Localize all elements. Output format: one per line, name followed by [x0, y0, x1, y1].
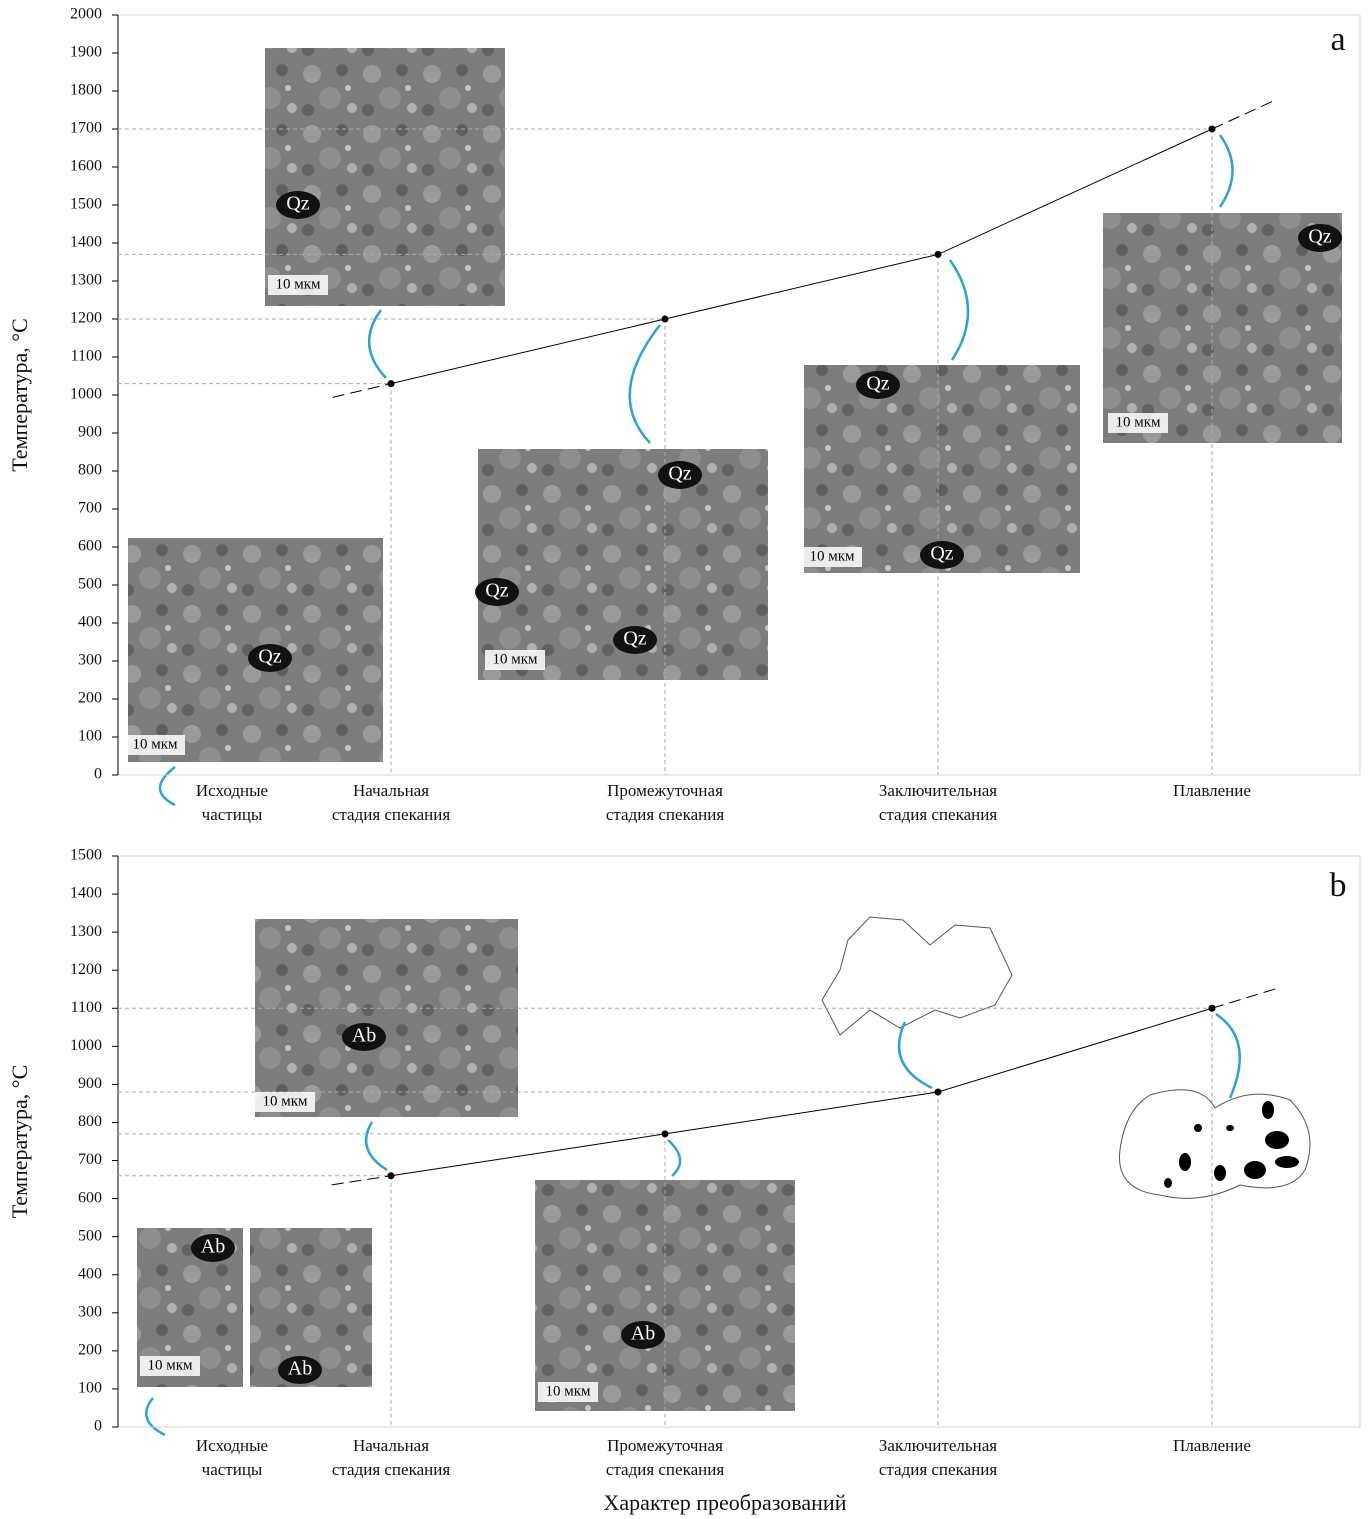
y-tick-label: 200 [78, 690, 102, 707]
y-tick-label: 100 [78, 1380, 102, 1397]
phase-label: Qz [1308, 226, 1331, 248]
point [1209, 126, 1216, 133]
y-tick-label: 100 [78, 728, 102, 745]
x-tick-label: частицы [202, 805, 263, 824]
x-tick-label: Промежуточная [607, 781, 723, 800]
scale-label: 10 мкм [275, 276, 321, 292]
phase-label: Qz [930, 543, 953, 565]
sem-image [265, 48, 505, 306]
trend-extension [1212, 100, 1276, 129]
phase-label: Ab [631, 1323, 655, 1345]
y-tick-label: 1100 [71, 999, 102, 1016]
x-tick-label: Исходные [196, 1436, 268, 1455]
y-tick-label: 1400 [70, 234, 102, 251]
scale-label: 10 мкм [147, 1357, 193, 1373]
y-tick-label: 1200 [70, 961, 102, 978]
y-tick-label: 800 [78, 462, 102, 479]
trend-extension [1212, 988, 1279, 1008]
y-tick-label: 1300 [70, 272, 102, 289]
phase-label: Ab [201, 1236, 225, 1258]
y-tick-label: 1400 [70, 885, 102, 902]
y-tick-label: 500 [78, 1227, 102, 1244]
point [662, 316, 669, 323]
phase-label: Qz [668, 463, 691, 485]
y-tick-label: 1600 [70, 158, 102, 175]
y-tick-label: 1500 [70, 196, 102, 213]
x-axis-label: Характер преобразований [604, 1490, 847, 1515]
x-tick-label: стадия спекания [332, 1460, 450, 1479]
y-tick-label: 1800 [70, 82, 102, 99]
scale-label: 10 мкм [262, 1093, 308, 1109]
phase-label: Ab [352, 1025, 376, 1047]
point [935, 1089, 942, 1096]
grain-sketch [822, 917, 1012, 1035]
phase-label: Qz [286, 193, 309, 215]
y-tick-label: 400 [78, 614, 102, 631]
x-tick-label: Плавление [1173, 1436, 1251, 1455]
x-tick-label: Промежуточная [607, 1436, 723, 1455]
scale-label: 10 мкм [809, 548, 855, 564]
y-tick-label: 0 [94, 1418, 102, 1435]
y-tick-label: 700 [78, 500, 102, 517]
scale-label: 10 мкм [1115, 414, 1161, 430]
y-tick-label: 500 [78, 576, 102, 593]
y-tick-label: 1300 [70, 923, 102, 940]
y-tick-label: 900 [78, 1075, 102, 1092]
scale-label: 10 мкм [132, 736, 178, 752]
y-tick-label: 600 [78, 1189, 102, 1206]
figure: 0100200300400500600700800900100011001200… [0, 0, 1370, 1519]
point [388, 380, 395, 387]
point [662, 1130, 669, 1137]
y-tick-label: 1000 [70, 386, 102, 403]
y-tick-label: 1500 [70, 847, 102, 864]
y-tick-label: 1900 [70, 44, 102, 61]
scale-label: 10 мкм [545, 1383, 591, 1399]
images [128, 48, 1342, 1411]
x-tick-label: Заключительная [879, 781, 997, 800]
phase-label: Qz [623, 628, 646, 650]
y-tick-label: 900 [78, 424, 102, 441]
y-tick-label: 1100 [71, 348, 102, 365]
panel-label: a [1330, 21, 1345, 58]
y-tick-label: 1700 [70, 120, 102, 137]
page: {"chart_data": [ {"type": "line", "panel… [0, 0, 1370, 1519]
x-tick-label: Заключительная [879, 1436, 997, 1455]
phase-label: Qz [258, 646, 281, 668]
x-tick-label: стадия спекания [879, 805, 997, 824]
scale-label: 10 мкм [492, 651, 538, 667]
point [935, 251, 942, 258]
x-tick-label: Начальная [353, 781, 429, 800]
trend-extension [332, 1176, 391, 1185]
y-tick-label: 1000 [70, 1037, 102, 1054]
x-tick-label: Плавление [1173, 781, 1251, 800]
y-tick-label: 0 [94, 766, 102, 783]
x-tick-label: стадия спекания [332, 805, 450, 824]
y-tick-label: 300 [78, 1303, 102, 1320]
phase-label: Qz [866, 373, 889, 395]
y-tick-label: 2000 [70, 6, 102, 23]
phase-label: Qz [485, 580, 508, 602]
panel-label: b [1330, 867, 1347, 904]
y-axis-label: Температура, °C [7, 318, 32, 472]
x-tick-label: стадия спекания [606, 1460, 724, 1479]
x-tick-label: стадия спекания [879, 1460, 997, 1479]
x-tick-label: Исходные [196, 781, 268, 800]
sem-image [255, 919, 518, 1117]
y-tick-label: 800 [78, 1113, 102, 1130]
point [388, 1172, 395, 1179]
x-tick-label: частицы [202, 1460, 263, 1479]
y-tick-label: 600 [78, 538, 102, 555]
y-tick-label: 200 [78, 1342, 102, 1359]
y-axis-label: Температура, °C [7, 1065, 32, 1219]
y-tick-label: 1200 [70, 310, 102, 327]
point [1209, 1005, 1216, 1012]
y-tick-label: 400 [78, 1265, 102, 1282]
x-tick-label: стадия спекания [606, 805, 724, 824]
trend-extension [333, 384, 391, 398]
y-tick-label: 700 [78, 1151, 102, 1168]
phase-label: Ab [288, 1358, 312, 1380]
x-tick-label: Начальная [353, 1436, 429, 1455]
y-tick-label: 300 [78, 652, 102, 669]
line [391, 129, 1212, 384]
